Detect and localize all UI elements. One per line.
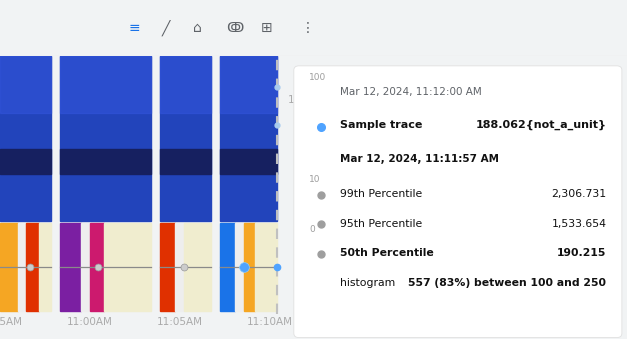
Bar [219, 56, 277, 113]
Bar [219, 223, 235, 311]
Text: 11:00AM: 11:00AM [67, 318, 113, 327]
FancyBboxPatch shape [294, 66, 622, 338]
Bar [160, 223, 176, 311]
Bar [60, 149, 151, 175]
Bar [0, 223, 18, 311]
Text: ⋮: ⋮ [300, 21, 314, 35]
Bar [160, 149, 211, 175]
Bar [90, 223, 104, 311]
Text: ⌂: ⌂ [193, 21, 202, 35]
Text: Mar 12, 2024, 11:11:57 AM: Mar 12, 2024, 11:11:57 AM [340, 154, 499, 164]
Bar [235, 223, 244, 311]
Text: 50th Percentile: 50th Percentile [340, 248, 434, 258]
Text: 1k: 1k [288, 95, 301, 105]
Bar [0, 56, 51, 113]
Text: 11:05AM: 11:05AM [157, 318, 203, 327]
Text: 0: 0 [309, 225, 315, 234]
Text: histogram: histogram [340, 278, 395, 288]
Text: 10: 10 [309, 175, 320, 184]
Bar [104, 223, 151, 311]
Bar [160, 56, 211, 113]
Bar [244, 223, 255, 311]
Bar [219, 149, 277, 175]
Bar [60, 56, 151, 113]
Text: Mar 12, 2024, 11:12:00 AM: Mar 12, 2024, 11:12:00 AM [340, 87, 482, 97]
Bar [26, 223, 38, 311]
Bar [38, 223, 51, 311]
Text: 10:55AM: 10:55AM [0, 318, 23, 327]
Text: 99th Percentile: 99th Percentile [340, 189, 422, 199]
Text: ≡: ≡ [129, 21, 140, 35]
Text: ↂ: ↂ [226, 21, 244, 35]
Text: 1,533.654: 1,533.654 [552, 219, 606, 229]
Text: 188.062{not_a_unit}: 188.062{not_a_unit} [475, 120, 606, 130]
Bar [0, 56, 51, 221]
Text: 100: 100 [309, 74, 327, 82]
Bar [60, 56, 151, 221]
Text: Sample trace: Sample trace [340, 120, 423, 129]
Bar [0, 149, 51, 175]
Bar [219, 56, 277, 221]
Text: 2,306.731: 2,306.731 [551, 189, 606, 199]
Text: 557 (83%) between 100 and 250: 557 (83%) between 100 and 250 [409, 278, 606, 288]
Bar [18, 223, 26, 311]
Text: ⊞: ⊞ [261, 21, 272, 35]
Bar [60, 223, 82, 311]
Text: 11:10AM: 11:10AM [246, 318, 293, 327]
Text: 95th Percentile: 95th Percentile [340, 219, 422, 229]
Text: ╱: ╱ [162, 20, 171, 36]
Bar [176, 223, 184, 311]
Text: 190.215: 190.215 [557, 248, 606, 258]
Bar [160, 56, 211, 221]
Bar [82, 223, 90, 311]
Bar [184, 223, 211, 311]
Bar [255, 223, 277, 311]
